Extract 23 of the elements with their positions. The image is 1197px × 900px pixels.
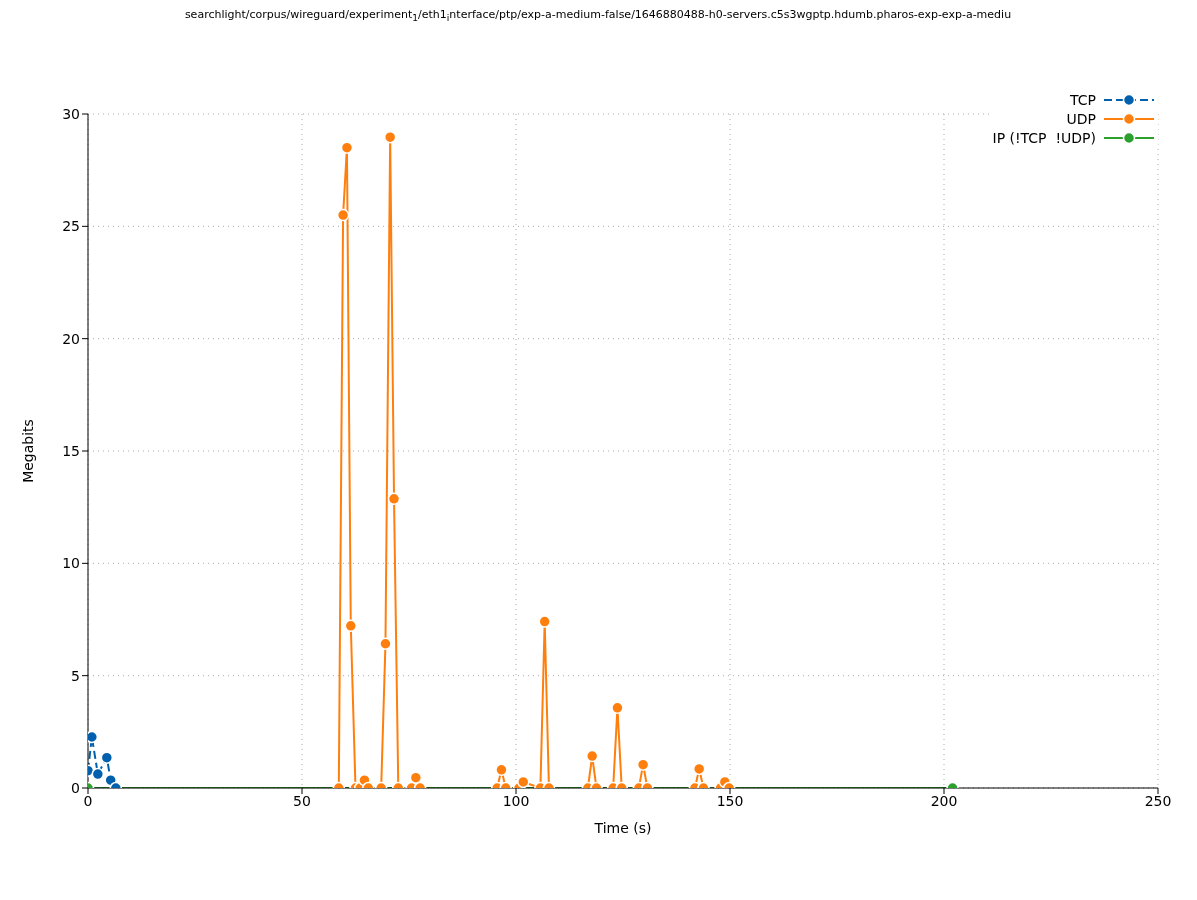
point	[383, 130, 397, 144]
y-tick-label: 20	[62, 330, 80, 347]
chart-title: searchlight/corpus/wireguard/experiment$_{1}$/eth1$_{i}$nterface/ptp/exp-a-medium-false/1646880488-h0-servers.c5s3wgptp.hdumb.pharos-exp-exp-a-mediu	[183, 8, 1013, 26]
legend-label: IP (!TCP !UDP)	[992, 129, 1096, 146]
y-tick-label: 25	[62, 218, 80, 235]
x-tick-label: 150	[716, 792, 744, 809]
x-tick-label: 100	[502, 792, 530, 809]
y-tick-label: 15	[62, 442, 80, 459]
y-tick-label: 10	[62, 555, 80, 572]
x-axis-title: Time (s)	[593, 820, 652, 836]
legend-label: UDP	[1066, 110, 1096, 127]
y-tick-label: 0	[71, 779, 80, 796]
point	[340, 141, 354, 154]
x-tick-label: 50	[293, 792, 311, 809]
y-axis-title: Megabits	[19, 419, 36, 483]
y-tick-label: 5	[71, 667, 80, 684]
x-tick-label: 200	[930, 792, 958, 809]
x-tick-label: 250	[1144, 792, 1172, 809]
legend-label: TCP	[1070, 91, 1096, 108]
x-tick-label: 0	[83, 792, 93, 809]
point	[336, 208, 350, 222]
y-tick-label: 30	[62, 105, 80, 122]
point	[387, 492, 401, 506]
